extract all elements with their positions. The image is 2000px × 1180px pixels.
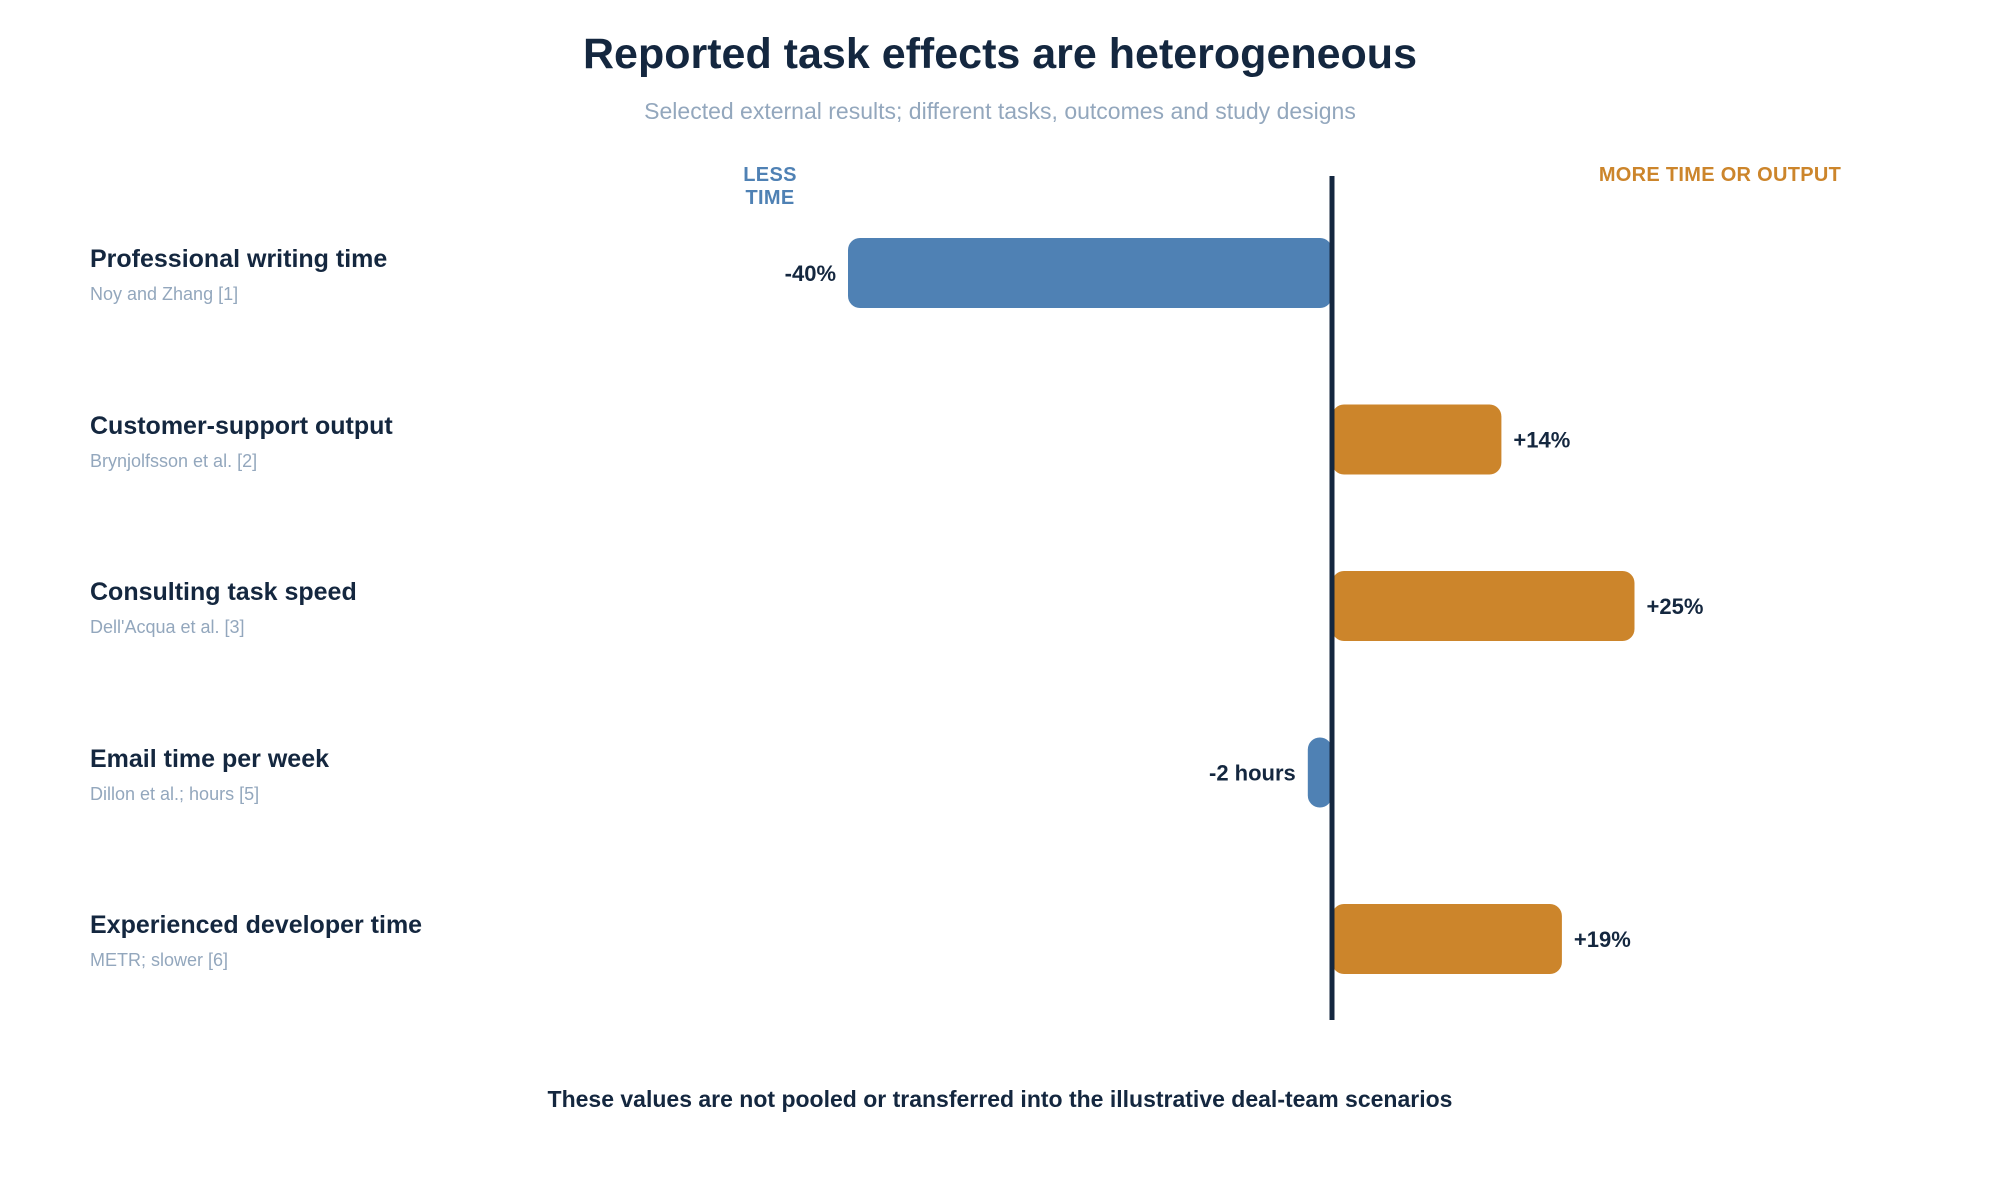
- value-label: -2 hours: [1209, 761, 1296, 786]
- bar: [848, 238, 1332, 308]
- category-label: Experienced developer time: [90, 911, 423, 939]
- value-label: -40%: [785, 261, 836, 286]
- value-label: +14%: [1513, 428, 1570, 453]
- chart-title: Reported task effects are heterogeneous: [583, 30, 1417, 78]
- less-time-label: LESS TIME: [743, 164, 797, 209]
- bar: [1332, 571, 1635, 641]
- bar: [1332, 904, 1562, 974]
- source-label: Dell'Acqua et al. [3]: [90, 617, 245, 637]
- row-label: Professional writing time Noy and Zhang […: [90, 245, 690, 305]
- footnote: These values are not pooled or transferr…: [547, 1086, 1453, 1112]
- category-label: Customer-support output: [90, 411, 393, 440]
- category-label: Consulting task speed: [90, 578, 357, 606]
- source-label: Dillon et al.; hours [5]: [90, 783, 260, 804]
- source-label: Noy and Zhang [1]: [90, 284, 239, 304]
- value-label: +25%: [1647, 594, 1704, 619]
- source-label: Brynjolfsson et al. [2]: [90, 450, 258, 471]
- bar: [1307, 737, 1332, 808]
- source-label: METR; slower [6]: [90, 950, 229, 970]
- chart-subtitle: Selected external results; different tas…: [644, 98, 1356, 124]
- row-label: Experienced developer time METR; slower […: [90, 911, 690, 971]
- more-time-label: MORE TIME OR OUTPUT: [1598, 164, 1842, 186]
- row-label: Customer-support output Brynjolfsson et a…: [90, 412, 690, 472]
- bar: [1332, 404, 1502, 475]
- category-label: Email time per week: [90, 744, 330, 773]
- category-label: Professional writing time: [90, 245, 388, 273]
- value-label: +19%: [1574, 927, 1631, 952]
- row-label: Email time per week Dillon et al.; hours …: [90, 745, 690, 805]
- row-label: Consulting task speed Dell'Acqua et al. […: [90, 578, 690, 638]
